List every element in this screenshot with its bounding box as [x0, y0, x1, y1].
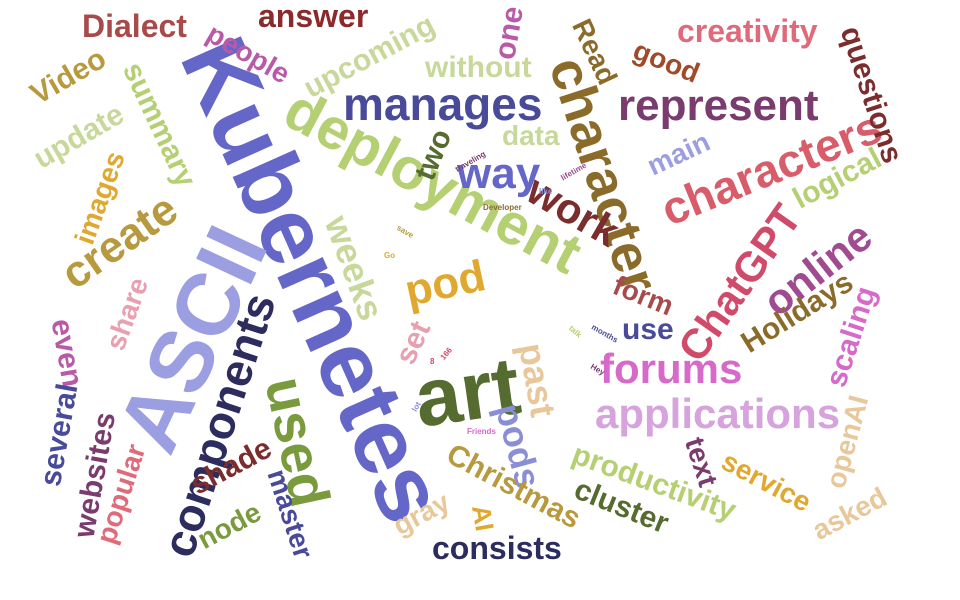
- word-pod: pod: [400, 251, 490, 316]
- word-without: without: [425, 51, 532, 84]
- word-use: use: [622, 313, 674, 346]
- word-applications: applications: [595, 390, 841, 437]
- word-developer: Developer: [483, 203, 522, 212]
- word-video: Video: [24, 41, 112, 112]
- word-months: months: [589, 322, 620, 345]
- word-data: data: [502, 120, 560, 151]
- word-friends: Friends: [467, 427, 496, 436]
- word-even: even: [44, 316, 89, 390]
- word-consists: consists: [432, 530, 562, 566]
- word-go: Go: [384, 251, 396, 260]
- word-represent: represent: [618, 81, 819, 130]
- word-save: save: [395, 223, 416, 240]
- word-talk: talk: [567, 323, 584, 340]
- word-ai: AI: [465, 502, 501, 534]
- word-creativity: creativity: [677, 13, 818, 49]
- word-forums: forums: [600, 345, 743, 392]
- word-like: like: [539, 187, 553, 196]
- word-way: way: [457, 149, 541, 198]
- word-manages: manages: [343, 78, 543, 130]
- word-answer: answer: [258, 0, 369, 34]
- word-several: several: [33, 381, 85, 489]
- word-asked: asked: [807, 481, 892, 546]
- word-dialect: Dialect: [82, 8, 187, 44]
- word-8: 8: [430, 357, 435, 366]
